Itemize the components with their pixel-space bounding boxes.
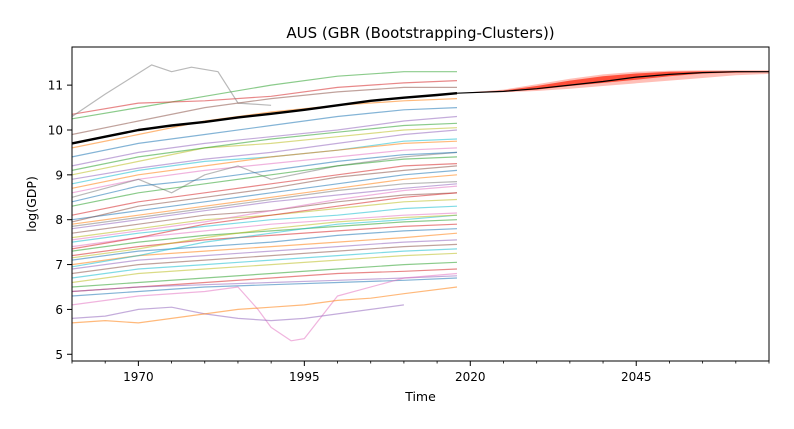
background-series-line-38 xyxy=(71,165,458,223)
main-series-line xyxy=(71,92,458,145)
background-series-line-31 xyxy=(71,277,458,297)
background-series-line-20 xyxy=(71,219,458,252)
background-series-line-21 xyxy=(71,223,458,257)
y-tick-label-1: 6 xyxy=(55,303,63,317)
background-series-line-26 xyxy=(71,248,458,279)
background-series-line-22 xyxy=(71,228,458,261)
series-layer xyxy=(71,64,458,342)
background-series-line-33 xyxy=(71,304,404,322)
y-axis-label: log(GDP) xyxy=(24,176,39,232)
plot-frame xyxy=(71,46,770,362)
x-axis-label: Time xyxy=(404,389,436,404)
forecast-layer xyxy=(456,70,769,94)
forecast-inner-band xyxy=(457,71,769,94)
background-series-line-1 xyxy=(71,80,458,115)
chart-title: AUS (GBR (Bootstrapping-Clusters)) xyxy=(286,24,554,42)
background-series-line-2 xyxy=(71,64,272,117)
background-series-line-41 xyxy=(71,214,458,259)
background-series-line-18 xyxy=(71,205,458,243)
background-series-line-34 xyxy=(71,286,458,324)
y-tick-label-3: 8 xyxy=(55,213,63,227)
x-tick-label-3: 2045 xyxy=(621,370,652,384)
background-series-line-43 xyxy=(71,185,458,241)
background-series-line-13 xyxy=(71,169,458,221)
background-series-line-36 xyxy=(71,122,458,171)
y-tick-label-0: 5 xyxy=(55,348,63,362)
background-series-line-39 xyxy=(71,192,458,250)
x-tick-label-1: 1995 xyxy=(289,370,320,384)
background-series-line-44 xyxy=(71,181,458,227)
background-series-line-40 xyxy=(71,214,458,268)
y-tick-label-4: 9 xyxy=(55,168,63,182)
x-tick-label-2: 2020 xyxy=(455,370,486,384)
background-series-line-11 xyxy=(71,156,458,207)
y-tick-label-2: 7 xyxy=(55,258,63,272)
background-series-line-0 xyxy=(71,71,457,120)
background-series-line-23 xyxy=(71,232,458,266)
background-series-line-4 xyxy=(71,98,458,149)
forecast-median-line xyxy=(456,71,769,94)
background-series-line-14 xyxy=(71,174,458,225)
background-series-line-32 xyxy=(71,272,458,342)
background-series-line-28 xyxy=(71,261,458,288)
background-series-line-10 xyxy=(71,151,458,198)
y-tick-label-6: 11 xyxy=(48,79,63,93)
background-series-line-27 xyxy=(71,252,458,284)
background-series-line-6 xyxy=(71,115,458,167)
background-series-line-24 xyxy=(71,239,458,270)
background-series-line-7 xyxy=(71,127,458,176)
background-series-line-37 xyxy=(71,151,458,203)
y-tick-label-5: 10 xyxy=(48,123,63,137)
background-series-line-12 xyxy=(71,163,458,216)
background-series-line-42 xyxy=(71,129,458,180)
background-series-line-35 xyxy=(71,140,458,189)
background-series-line-3 xyxy=(71,86,457,136)
ticks-layer: 1970 1995 2020 2045 5 6 7 8 9 10 11 xyxy=(48,79,770,384)
background-series-line-5 xyxy=(71,107,458,158)
background-series-line-25 xyxy=(71,243,458,275)
main-layer xyxy=(71,92,458,145)
background-series-line-15 xyxy=(71,183,458,230)
x-tick-label-0: 1970 xyxy=(123,370,154,384)
